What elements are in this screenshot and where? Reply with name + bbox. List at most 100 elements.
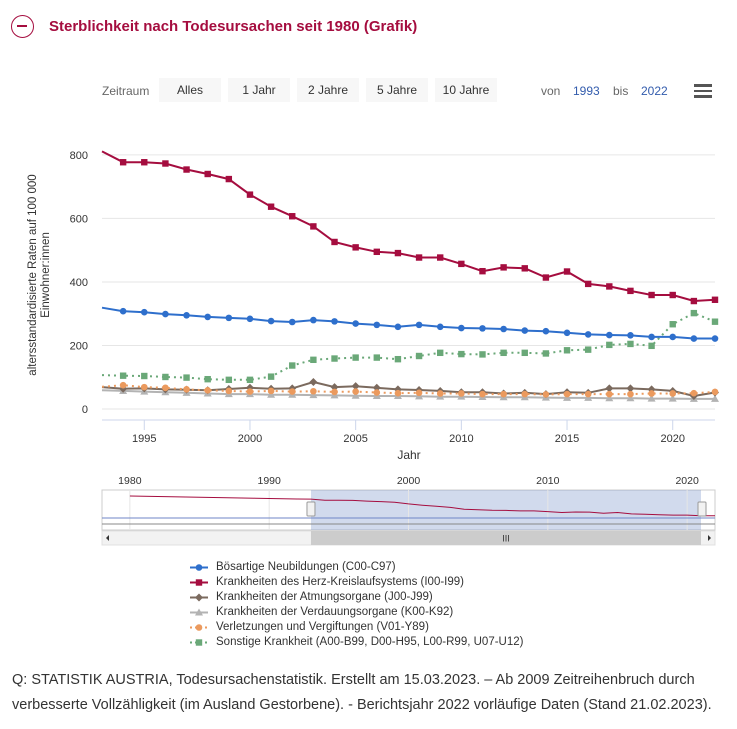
data-point [140, 308, 148, 316]
legend-item[interactable]: Krankheiten der Atmungsorgane (J00-J99) [190, 590, 523, 605]
data-point [373, 354, 380, 361]
legend-label: Verletzungen und Vergiftungen (V01-Y89) [216, 621, 429, 633]
data-point [415, 352, 423, 360]
series-1 [101, 150, 719, 305]
data-point [373, 248, 380, 256]
x-axis-label: Jahr [397, 448, 420, 462]
range-from-input[interactable]: 1993 [573, 84, 600, 98]
data-point [183, 166, 190, 173]
range-button-10y[interactable]: 10 Jahre [435, 78, 497, 102]
navigator-handle-right [697, 501, 707, 517]
navigator-handle-left [306, 501, 316, 517]
data-point [183, 386, 190, 393]
data-point [246, 388, 254, 395]
data-point [479, 325, 486, 332]
data-point [711, 296, 719, 303]
data-point [288, 318, 296, 326]
data-point [521, 327, 529, 334]
y-axis-label: altersstandardisierte Raten auf 100 000E… [27, 174, 52, 375]
range-to-input[interactable]: 2022 [641, 84, 668, 98]
data-point [183, 312, 190, 319]
navigator-tick-label: 2000 [397, 475, 421, 487]
data-point [162, 384, 169, 392]
data-point [606, 283, 613, 290]
data-point [162, 310, 169, 318]
data-point [373, 389, 381, 396]
data-point [563, 268, 571, 275]
x-tick-label: 2005 [343, 433, 367, 445]
data-point [542, 350, 550, 357]
data-point [183, 374, 190, 381]
range-label: Zeitraum [102, 84, 150, 98]
data-point [162, 160, 169, 167]
y-axis-label-line2: Einwohner:innen [40, 232, 52, 318]
data-point [162, 373, 169, 381]
data-point [605, 384, 614, 393]
legend-symbol [190, 579, 208, 586]
range-selector: Zeitraum Alles 1 Jahr 2 Jahre 5 Jahre 10… [0, 78, 737, 104]
y-tick-label: 200 [70, 340, 88, 352]
data-point [309, 378, 318, 387]
data-point [458, 260, 465, 268]
legend-item[interactable]: Krankheiten des Herz-Kreislaufsystems (I… [190, 575, 523, 590]
navigator-tick-label: 1990 [258, 475, 282, 487]
data-point [500, 390, 507, 398]
data-point [521, 265, 528, 272]
data-point [310, 356, 317, 364]
data-point [711, 394, 719, 402]
range-to-label: bis [613, 84, 629, 98]
chart-header: Sterblichkeit nach Todesursachen seit 19… [0, 0, 737, 56]
data-point [330, 383, 339, 392]
data-point [627, 287, 634, 295]
data-point [225, 175, 233, 183]
legend-item[interactable]: Bösartige Neubildungen (C00-C97) [190, 560, 523, 575]
data-point [351, 382, 360, 391]
hamburger-menu-icon[interactable] [694, 84, 712, 98]
data-point [119, 159, 127, 166]
legend-item[interactable]: Sonstige Krankheit (A00-B99, D00-H95, L0… [190, 635, 523, 650]
navigator-series [129, 495, 716, 517]
data-point [648, 333, 655, 341]
data-point [310, 316, 317, 324]
data-point [669, 321, 676, 328]
legend-marker [195, 579, 203, 586]
range-button-all[interactable]: Alles [159, 78, 221, 102]
navigator[interactable]: 1980 1990 2000 2010 2020 III [101, 475, 716, 546]
data-point [711, 388, 719, 396]
data-point [310, 387, 317, 395]
data-point [458, 350, 465, 358]
data-point [372, 383, 381, 392]
range-button-1y[interactable]: 1 Jahr [228, 78, 290, 102]
legend-label: Sonstige Krankheit (A00-B99, D00-H95, L0… [216, 636, 524, 648]
data-point [437, 349, 444, 357]
collapse-icon[interactable] [11, 15, 34, 38]
legend-item[interactable]: Krankheiten der Verdauungsorgane (K00-K9… [190, 605, 523, 620]
navigator-tick-label: 2010 [536, 475, 560, 487]
data-point [584, 280, 592, 288]
chart-series [101, 150, 719, 402]
series-line [101, 306, 715, 340]
data-point [690, 389, 698, 397]
legend-label: Bösartige Neubildungen (C00-C97) [216, 561, 396, 573]
legend-symbol [190, 608, 208, 616]
data-point [394, 389, 402, 397]
data-point [267, 203, 275, 210]
legend-symbol [190, 564, 208, 571]
data-point [225, 314, 233, 322]
scrollbar-thumb [310, 531, 701, 545]
data-point [415, 389, 423, 397]
data-point [690, 335, 698, 342]
data-point [331, 238, 338, 246]
legend-symbol [190, 639, 208, 646]
data-point [563, 393, 572, 401]
data-point [436, 323, 444, 331]
data-point [563, 390, 571, 398]
range-button-5y[interactable]: 5 Jahre [366, 78, 428, 102]
data-point [309, 391, 318, 399]
data-point [246, 315, 254, 323]
range-button-2y[interactable]: 2 Jahre [297, 78, 359, 102]
data-point [204, 170, 211, 178]
data-point [352, 354, 359, 361]
data-point [352, 320, 359, 327]
legend-item[interactable]: Verletzungen und Vergiftungen (V01-Y89) [190, 620, 523, 635]
